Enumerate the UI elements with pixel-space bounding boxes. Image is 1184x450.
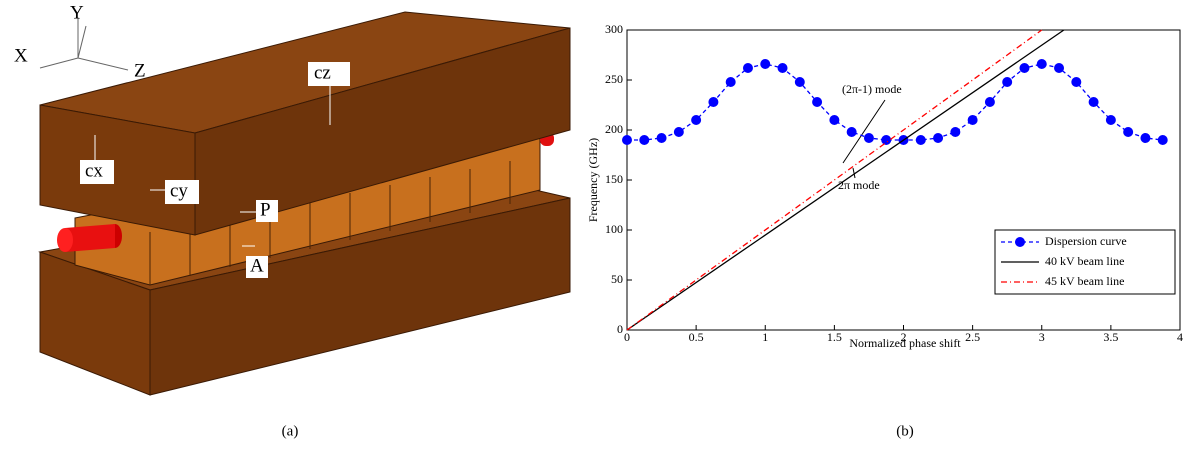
label-a: A: [250, 255, 264, 276]
marker: [795, 77, 805, 87]
caption: (b): [896, 423, 914, 439]
marker: [622, 135, 632, 145]
y-tick-label: 150: [605, 172, 623, 186]
marker: [847, 127, 857, 137]
axis-z: Z: [134, 60, 146, 81]
x-tick-label: 0: [624, 330, 630, 344]
marker: [760, 59, 770, 69]
y-tick-label: 100: [605, 222, 623, 236]
x-tick-label: 1.5: [827, 330, 842, 344]
marker: [674, 127, 684, 137]
annotation: 2π mode: [838, 178, 880, 192]
marker: [1037, 59, 1047, 69]
label-p: P: [260, 199, 271, 220]
marker: [743, 63, 753, 73]
marker: [985, 97, 995, 107]
marker: [691, 115, 701, 125]
marker: [639, 135, 649, 145]
marker: [1071, 77, 1081, 87]
series-line: [627, 30, 1042, 330]
x-tick-label: 3.5: [1103, 330, 1118, 344]
marker: [812, 97, 822, 107]
x-tick-label: 2: [901, 330, 907, 344]
marker: [778, 63, 788, 73]
marker: [708, 97, 718, 107]
marker: [1019, 63, 1029, 73]
structure: [40, 12, 570, 395]
marker: [968, 115, 978, 125]
marker: [1158, 135, 1168, 145]
figure: Y X Z cz cx cy P A (a) (b) Normalized ph…: [0, 0, 1184, 445]
marker: [1123, 127, 1133, 137]
y-tick-label: 200: [605, 122, 623, 136]
x-tick-label: 1: [762, 330, 768, 344]
coord-axes: [40, 18, 128, 70]
series-line: [627, 64, 1163, 140]
marker: [1054, 63, 1064, 73]
marker: [829, 115, 839, 125]
axis-y: Y: [70, 2, 84, 23]
marker: [1106, 115, 1116, 125]
y-axis-label: Frequency (GHz): [586, 138, 600, 222]
y-tick-label: 300: [605, 22, 623, 36]
marker: [1002, 77, 1012, 87]
legend-label: Dispersion curve: [1045, 234, 1127, 248]
y-tick-label: 250: [605, 72, 623, 86]
legend-label: 45 kV beam line: [1045, 274, 1124, 288]
label-cx: cx: [85, 160, 103, 181]
x-tick-label: 4: [1177, 330, 1183, 344]
x-tick-label: 3: [1039, 330, 1045, 344]
caption: (a): [282, 423, 299, 439]
y-tick-label: 50: [611, 272, 623, 286]
y-tick-label: 0: [617, 322, 623, 336]
x-tick-label: 0.5: [689, 330, 704, 344]
marker: [1089, 97, 1099, 107]
marker: [933, 133, 943, 143]
marker: [657, 133, 667, 143]
x-tick-label: 2.5: [965, 330, 980, 344]
legend-label: 40 kV beam line: [1045, 254, 1124, 268]
marker: [726, 77, 736, 87]
marker: [881, 135, 891, 145]
marker: [1140, 133, 1150, 143]
legend-marker: [1015, 237, 1025, 247]
annotation-arrows: [843, 100, 885, 178]
label-cy: cy: [170, 180, 188, 201]
annotation: (2π-1) mode: [842, 82, 902, 96]
label-cz: cz: [314, 62, 331, 83]
marker: [916, 135, 926, 145]
axis-x: X: [14, 45, 28, 66]
marker: [950, 127, 960, 137]
marker: [864, 133, 874, 143]
